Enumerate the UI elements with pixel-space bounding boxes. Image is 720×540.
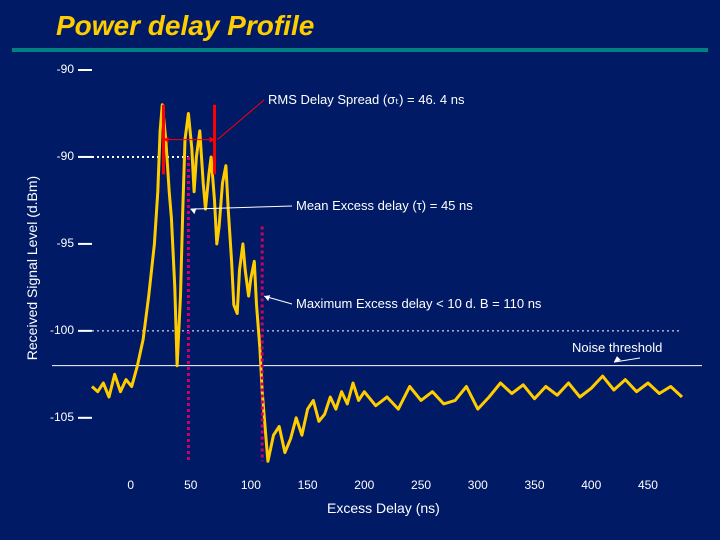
x-tick-label: 450	[638, 478, 658, 492]
annotation-max-excess: Maximum Excess delay < 10 d. B = 110 ns	[296, 296, 541, 311]
annotation-mean-excess: Mean Excess delay (τ) = 45 ns	[296, 198, 473, 213]
x-tick-label: 150	[298, 478, 318, 492]
x-tick-label: 350	[525, 478, 545, 492]
x-tick-label: 100	[241, 478, 261, 492]
y-tick-label: -90	[57, 149, 74, 163]
annotation-noise-threshold: Noise threshold	[572, 340, 662, 355]
chart-svg	[0, 0, 720, 540]
y-tick-label: -90	[57, 62, 74, 76]
x-tick-label: 300	[468, 478, 488, 492]
y-tick-label: -95	[57, 236, 74, 250]
y-tick-label: -100	[50, 323, 74, 337]
x-tick-label: 200	[354, 478, 374, 492]
x-tick-label: 250	[411, 478, 431, 492]
x-tick-label: 50	[184, 478, 197, 492]
x-tick-label: 0	[127, 478, 134, 492]
slide-root: Power delay Profile Received Signal Leve…	[0, 0, 720, 540]
x-tick-label: 400	[581, 478, 601, 492]
y-tick-label: -105	[50, 410, 74, 424]
annotation-rms-delay: RMS Delay Spread (σₜ) = 46. 4 ns	[268, 92, 464, 108]
